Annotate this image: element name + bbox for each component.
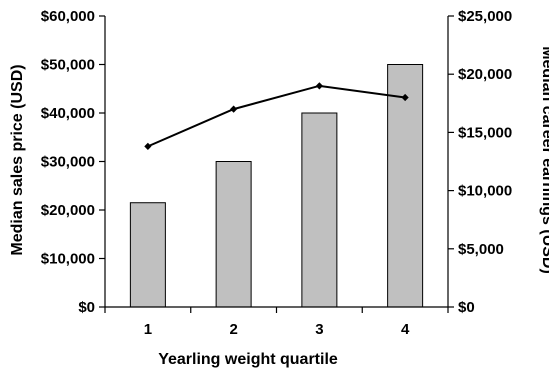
x-tick-label-2: 2 [229, 321, 237, 338]
axes-layer [99, 15, 454, 313]
y-right-tick-label: $10,000 [458, 183, 512, 200]
career-earnings-line [147, 84, 406, 148]
y-left-tick-label: $20,000 [41, 202, 95, 219]
line-layer [144, 82, 409, 150]
bars-layer [129, 64, 424, 308]
y-left-tick-label: $50,000 [41, 57, 95, 74]
line-point-q2 [230, 105, 238, 113]
x-tick-label-3: 3 [315, 321, 323, 338]
y-axis-left-title: Median sales price (USD) [9, 64, 26, 255]
labels-layer: $0 $10,000 $20,000 $30,000 $40,000 $50,000 $60… [41, 8, 512, 338]
y-left-tick-label: $10,000 [41, 251, 95, 268]
bar-q3 [301, 112, 338, 308]
line-point-q4 [401, 93, 409, 102]
line-point-q3 [315, 82, 323, 90]
y-right-tick-label: $0 [458, 299, 475, 316]
x-tick-label-4: 4 [401, 321, 410, 338]
bar-q1 [129, 202, 166, 308]
y-left-tick-label: $0 [78, 299, 95, 316]
bar-q2 [215, 161, 252, 308]
y-left-tick-label: $30,000 [41, 154, 95, 171]
y-right-tick-label: $15,000 [458, 124, 512, 141]
y-left-tick-label: $40,000 [41, 105, 95, 122]
y-right-tick-label: $20,000 [458, 66, 512, 83]
y-left-tick-label: $60,000 [41, 8, 95, 25]
line-point-q1 [144, 142, 152, 150]
y-right-tick-label: $25,000 [458, 8, 512, 25]
x-axis-title: Yearling weight quartile [158, 351, 338, 368]
x-tick-label-1: 1 [144, 321, 152, 338]
y-axis-right-title: Median career earnings (USD) [539, 46, 549, 274]
y-right-tick-label: $5,000 [458, 241, 504, 258]
bar-q4 [387, 64, 424, 308]
